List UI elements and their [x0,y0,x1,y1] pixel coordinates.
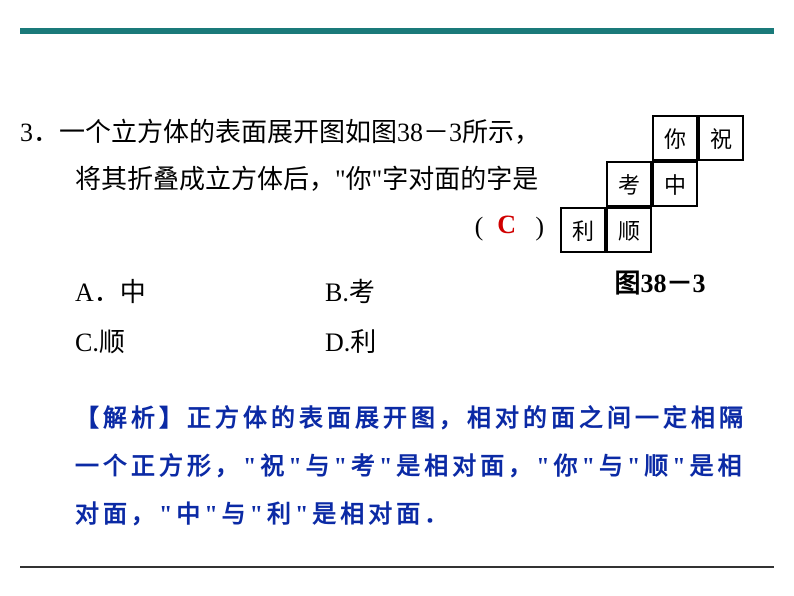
cell-li: 利 [560,207,606,253]
paren-open: ( [475,212,484,241]
cell-zhong: 中 [652,161,698,207]
question-number: 3． [20,118,59,147]
cell-zhu: 祝 [698,115,744,161]
top-divider [20,28,774,34]
cube-net: 你 祝 考 中 利 顺 [560,115,760,255]
question-text-1: 一个立方体的表面展开图如图38－3所示， [59,118,540,147]
cell-kao: 考 [606,161,652,207]
figure-caption: 图38－3 [555,263,765,300]
bottom-divider [20,566,774,568]
analysis-label: 【解析】 [75,406,187,432]
cell-ni: 你 [652,115,698,161]
analysis-block: 【解析】正方体的表面展开图，相对的面之间一定相隔一个正方形，"祝"与"考"是相对… [75,395,754,539]
paren-close: ) [535,212,544,241]
figure-wrapper: 你 祝 考 中 利 顺 图38－3 [555,115,765,300]
cell-shun: 顺 [606,207,652,253]
option-b: B.考 [325,268,375,317]
answer-letter: C [497,202,516,249]
option-a: A．中 [75,268,325,317]
option-c: C.顺 [75,318,325,367]
option-d: D.利 [325,318,376,367]
